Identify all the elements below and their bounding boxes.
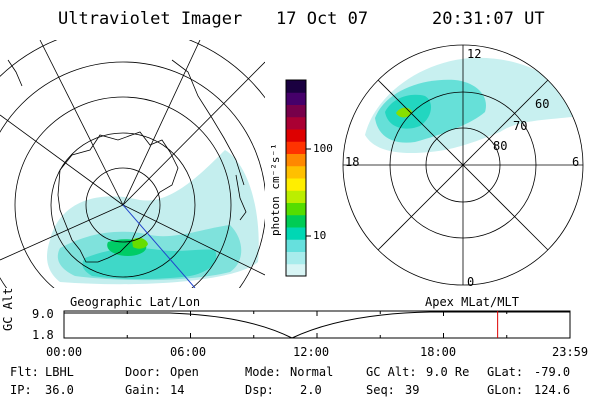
- footer-mode-key: Mode:: [245, 365, 282, 379]
- timeline-y-min: 1.8: [32, 328, 54, 342]
- footer-glon-value: 124.6: [534, 383, 571, 397]
- footer-gcalt-key: GC Alt:: [366, 365, 417, 379]
- footer-gain-value: 14: [170, 383, 185, 397]
- timeline: [63, 310, 571, 339]
- timeline-ticks: [63, 311, 571, 338]
- mlt-label-12: 12: [467, 47, 482, 61]
- gc-altitude-curve: [64, 311, 570, 339]
- footer-door-value: Open: [170, 365, 199, 379]
- colorbar-segment: [286, 227, 306, 240]
- timeline-x-1800: 18:00: [420, 345, 457, 359]
- colorbar-label: photon cm⁻²s⁻¹: [269, 143, 282, 236]
- colorbar-segment: [286, 239, 306, 252]
- mlt-label-6: 6: [572, 155, 580, 169]
- footer-mode-value: Normal: [290, 365, 334, 379]
- timeline-axis-label: GC Alt: [1, 287, 15, 331]
- colorbar-segment: [286, 214, 306, 228]
- colorbar-segment: [286, 251, 306, 265]
- colorbar-segment: [286, 116, 306, 130]
- colorbar-frame: [285, 79, 307, 277]
- footer-dsp-value: 2.0: [300, 383, 322, 397]
- apex-auroral-emission: [365, 57, 583, 154]
- footer-door-key: Door:: [125, 365, 162, 379]
- mlt-label-18: 18: [345, 155, 360, 169]
- timeline-x-0600: 06:00: [170, 345, 207, 359]
- footer-filter-value: LBHL: [45, 365, 74, 379]
- geo-auroral-emission: [47, 150, 259, 285]
- mlat-label-80: 80: [493, 139, 508, 153]
- observation-date: 17 Oct 07: [276, 9, 369, 29]
- colorbar-segment: [286, 104, 306, 118]
- observation-time: 20:31:07 UT: [432, 9, 545, 29]
- geo-panel: [0, 40, 265, 288]
- geo-lat-circles: [0, 40, 265, 288]
- apex-panel: [342, 44, 584, 286]
- colorbar-segment: [286, 80, 306, 93]
- footer-glon-key: GLon:: [487, 383, 524, 397]
- timeline-y-max: 9.0: [32, 307, 54, 321]
- footer-ip-key: IP:: [10, 383, 32, 397]
- colorbar-label-100: 100: [313, 142, 333, 155]
- colorbar-segment: [286, 178, 306, 191]
- mlat-label-60: 60: [535, 97, 550, 111]
- footer-gain-key: Gain:: [125, 383, 162, 397]
- footer-glat-key: GLat:: [487, 365, 524, 379]
- mlt-label-0: 0: [467, 275, 475, 289]
- colorbar: [285, 79, 311, 277]
- apex-grid: [342, 44, 584, 286]
- colorbar-segments: [286, 80, 306, 277]
- timeline-x-1200: 12:00: [293, 345, 330, 359]
- footer-ip-value: 36.0: [45, 383, 74, 397]
- colorbar-segment: [286, 202, 306, 216]
- colorbar-segment: [286, 141, 306, 154]
- instrument-title: Ultraviolet Imager: [58, 9, 243, 29]
- colorbar-segment: [286, 263, 306, 277]
- orbit-track-line: [122, 204, 196, 288]
- colorbar-segment: [286, 92, 306, 105]
- colorbar-segment: [286, 165, 306, 179]
- footer-gcalt-value: 9.0 Re: [426, 365, 470, 379]
- colorbar-segment: [286, 153, 306, 167]
- timeline-x-2359: 23:59: [552, 345, 589, 359]
- footer-dsp-key: Dsp:: [245, 383, 274, 397]
- apex-panel-label: Apex MLat/MLT: [425, 295, 519, 309]
- footer-glat-value: -79.0: [534, 365, 571, 379]
- geo-panel-label: Geographic Lat/Lon: [70, 295, 201, 309]
- colorbar-segment: [286, 129, 306, 142]
- mlat-label-70: 70: [513, 119, 528, 133]
- timeline-x-0000: 00:00: [46, 345, 83, 359]
- geo-meridians: [0, 40, 265, 276]
- geo-landmass: [7, 59, 247, 263]
- footer-seq-value: 39: [405, 383, 420, 397]
- footer-seq-key: Seq:: [366, 383, 395, 397]
- colorbar-segment: [286, 190, 306, 203]
- colorbar-label-10: 10: [313, 229, 327, 242]
- footer-filter-key: Flt:: [10, 365, 39, 379]
